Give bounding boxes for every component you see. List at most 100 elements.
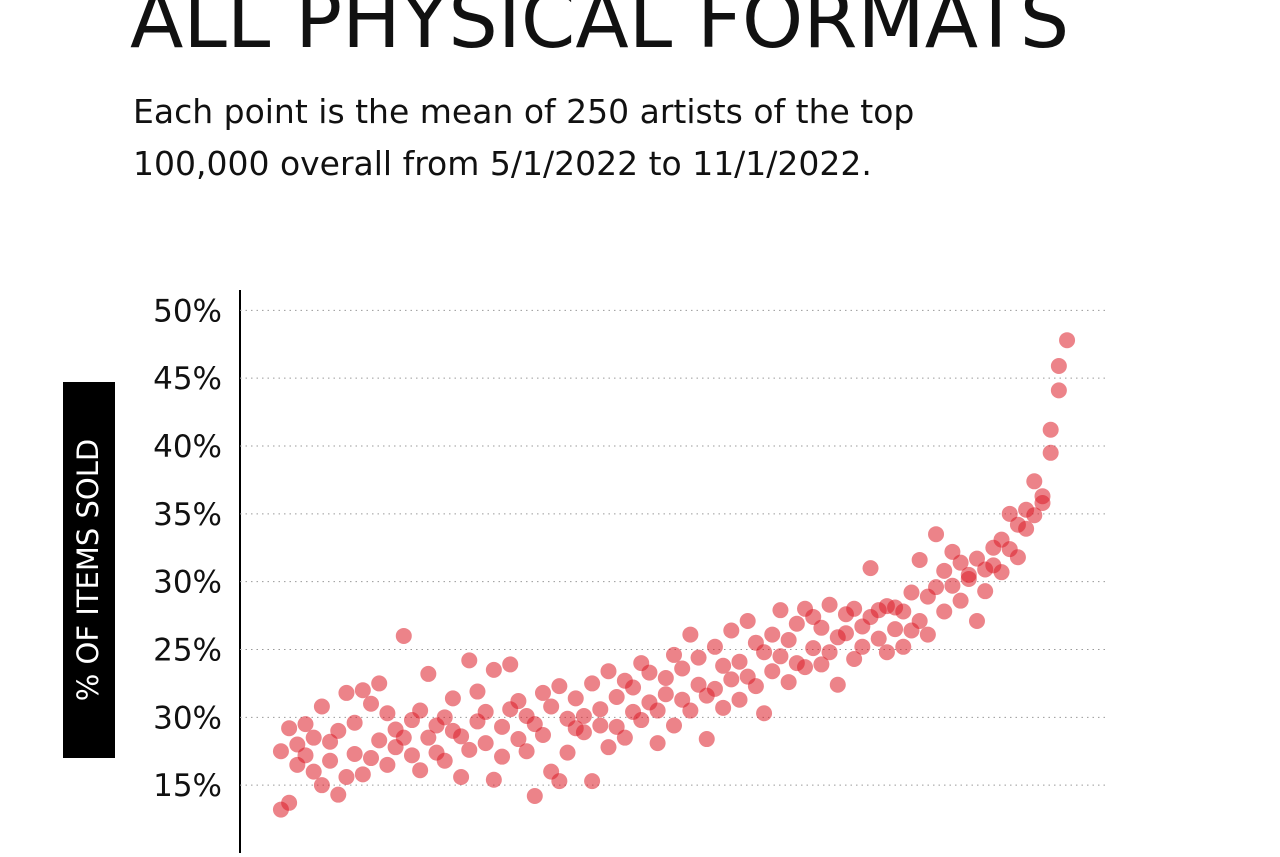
point — [272, 743, 289, 760]
point — [477, 703, 494, 720]
point — [739, 613, 756, 630]
point — [518, 743, 535, 760]
y-tick-label: 15% — [153, 768, 222, 804]
point — [1018, 520, 1035, 537]
point — [895, 638, 912, 655]
point — [821, 596, 838, 613]
point — [1026, 473, 1043, 490]
point — [338, 769, 355, 786]
point — [805, 608, 822, 625]
point — [322, 733, 339, 750]
point — [772, 648, 789, 665]
y-tick-label: 50% — [153, 293, 222, 329]
point — [616, 729, 633, 746]
point — [305, 763, 322, 780]
point — [657, 686, 674, 703]
y-tick-label: 30% — [153, 565, 222, 601]
point — [485, 771, 502, 788]
point — [567, 690, 584, 707]
point — [534, 684, 551, 701]
point — [641, 664, 658, 681]
point — [723, 671, 740, 688]
point — [993, 564, 1010, 581]
point — [502, 656, 519, 673]
point — [895, 603, 912, 620]
y-axis-label: % OF ITEMS SOLD — [71, 439, 105, 701]
point — [322, 752, 339, 769]
point — [420, 729, 437, 746]
point — [469, 683, 486, 700]
point — [297, 747, 314, 764]
point — [666, 717, 682, 734]
point — [797, 659, 814, 676]
point — [813, 656, 830, 673]
point — [412, 762, 429, 779]
point — [363, 695, 380, 712]
point — [756, 705, 773, 722]
chart-title: ALL PHYSICAL FORMATS — [130, 0, 1069, 66]
point — [960, 566, 977, 583]
point — [575, 707, 592, 724]
point — [354, 682, 371, 699]
point — [690, 649, 707, 666]
point — [887, 621, 904, 638]
point — [1050, 357, 1067, 374]
point — [584, 773, 601, 790]
point — [1050, 382, 1067, 399]
point — [690, 676, 707, 693]
point — [346, 745, 363, 762]
point — [805, 640, 822, 657]
point — [420, 665, 437, 682]
point — [936, 603, 953, 620]
point — [436, 752, 453, 769]
point — [534, 726, 551, 743]
point — [461, 652, 478, 669]
point — [608, 688, 625, 705]
point — [829, 676, 846, 693]
point — [526, 788, 543, 805]
subtitle-line: Each point is the mean of 250 artists of… — [133, 92, 914, 131]
point — [403, 747, 420, 764]
point — [600, 739, 617, 756]
point — [575, 724, 592, 741]
point — [977, 583, 994, 600]
point — [756, 644, 773, 661]
point — [731, 691, 748, 708]
point — [371, 675, 388, 692]
y-label-box — [63, 382, 115, 758]
point — [1059, 332, 1076, 349]
point — [854, 638, 871, 655]
point — [584, 675, 601, 692]
point — [764, 626, 781, 643]
point — [281, 794, 298, 811]
subtitle-line: 100,000 overall from 5/1/2022 to 11/1/20… — [133, 144, 872, 183]
point — [1009, 549, 1026, 566]
point — [698, 731, 715, 748]
point — [338, 684, 355, 701]
point — [911, 613, 928, 630]
point — [715, 657, 732, 674]
point — [666, 646, 682, 663]
point — [330, 786, 347, 803]
point — [543, 698, 560, 715]
point — [600, 663, 617, 680]
point — [846, 651, 863, 668]
point — [706, 638, 723, 655]
point — [911, 551, 928, 568]
point — [846, 600, 863, 617]
point — [723, 622, 740, 639]
y-tick-label: 40% — [153, 429, 222, 465]
point — [461, 741, 478, 758]
point — [1001, 505, 1018, 522]
point — [371, 732, 388, 749]
point — [363, 750, 380, 767]
point — [731, 653, 748, 670]
point — [919, 626, 936, 643]
y-tick-label: 45% — [153, 361, 222, 397]
point — [559, 744, 576, 761]
point — [625, 679, 642, 696]
point — [297, 716, 314, 733]
point — [928, 579, 945, 596]
point — [878, 644, 895, 661]
point — [952, 554, 969, 571]
